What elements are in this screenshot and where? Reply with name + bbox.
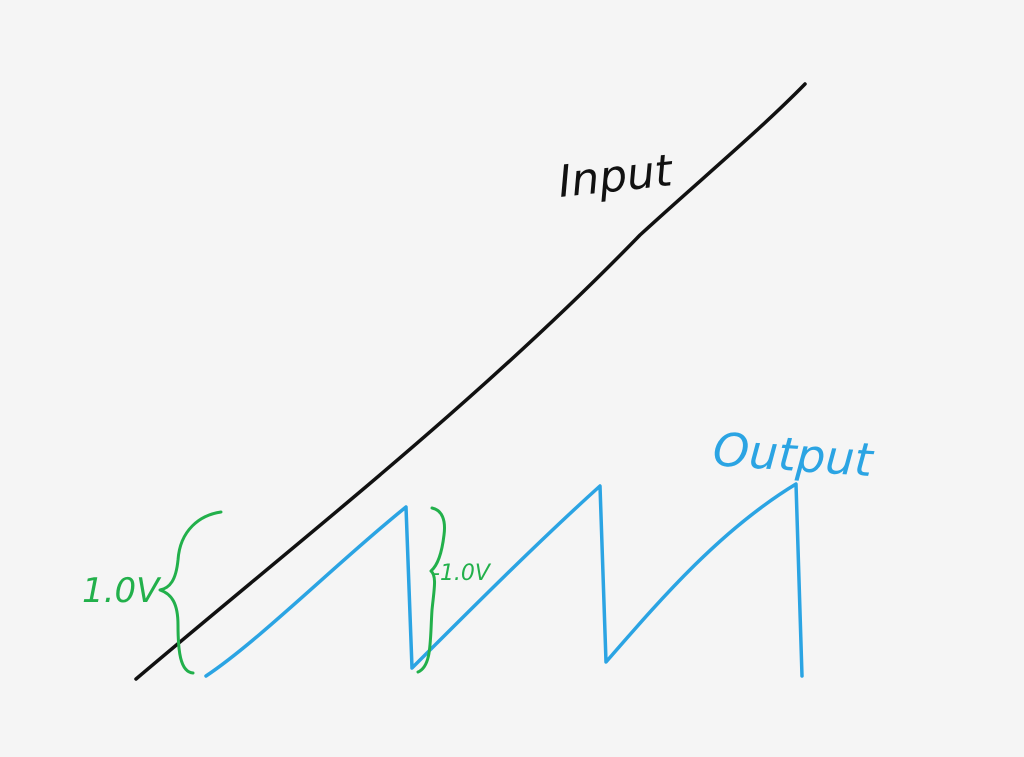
- output-sawtooth: [204, 482, 804, 678]
- amplitude-label-mid: -1.0V: [432, 561, 492, 586]
- output-label: Output: [711, 422, 876, 487]
- input-line: [134, 82, 807, 681]
- input-label: Input: [556, 145, 676, 208]
- amplitude-label-left: 1.0V: [82, 571, 162, 611]
- amplitude-brace-mid: [416, 506, 446, 674]
- amplitude-brace-left: [158, 510, 223, 675]
